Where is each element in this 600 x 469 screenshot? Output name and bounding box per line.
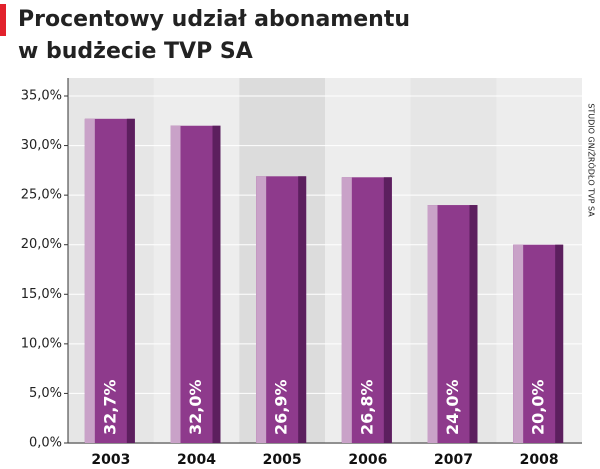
bar-shade (126, 118, 135, 443)
x-tick-label: 2006 (348, 452, 387, 468)
bar-shade (212, 125, 221, 443)
bar-highlight (84, 118, 95, 443)
bar-highlight (341, 177, 352, 443)
x-tick-label: 2007 (434, 452, 473, 468)
source-note: STUDIO GN/ŹRÓDŁO TVP SA (587, 103, 598, 217)
value-label: 20,0% (529, 379, 548, 435)
bar-shade (555, 244, 564, 443)
x-tick-label: 2005 (263, 452, 302, 468)
bar-shade (383, 177, 392, 443)
value-label: 26,8% (357, 379, 376, 435)
y-tick-label: 25,0% (21, 188, 62, 203)
bar-shade (298, 176, 307, 443)
bar-highlight (256, 176, 267, 443)
chart-title: w budżecie TVP SA (18, 39, 253, 64)
value-label: 24,0% (443, 379, 462, 435)
y-tick-label: 15,0% (21, 287, 62, 302)
y-tick-label: 10,0% (21, 336, 62, 351)
bar-highlight (427, 205, 438, 443)
value-label: 32,0% (186, 379, 205, 435)
bar-shade (469, 205, 478, 443)
chart-title: Procentowy udział abonamentu (18, 7, 410, 32)
title-accent (0, 4, 6, 36)
bar-highlight (513, 244, 524, 443)
x-tick-label: 2004 (177, 452, 216, 468)
x-tick-label: 2008 (520, 452, 559, 468)
y-tick-label: 35,0% (21, 89, 62, 104)
y-tick-label: 0,0% (29, 436, 62, 451)
value-label: 32,7% (100, 379, 119, 435)
y-tick-label: 5,0% (29, 386, 62, 401)
y-tick-label: 30,0% (21, 138, 62, 153)
x-tick-label: 2003 (91, 452, 130, 468)
value-label: 26,9% (272, 379, 291, 435)
y-tick-label: 20,0% (21, 237, 62, 252)
bar-highlight (170, 125, 181, 443)
